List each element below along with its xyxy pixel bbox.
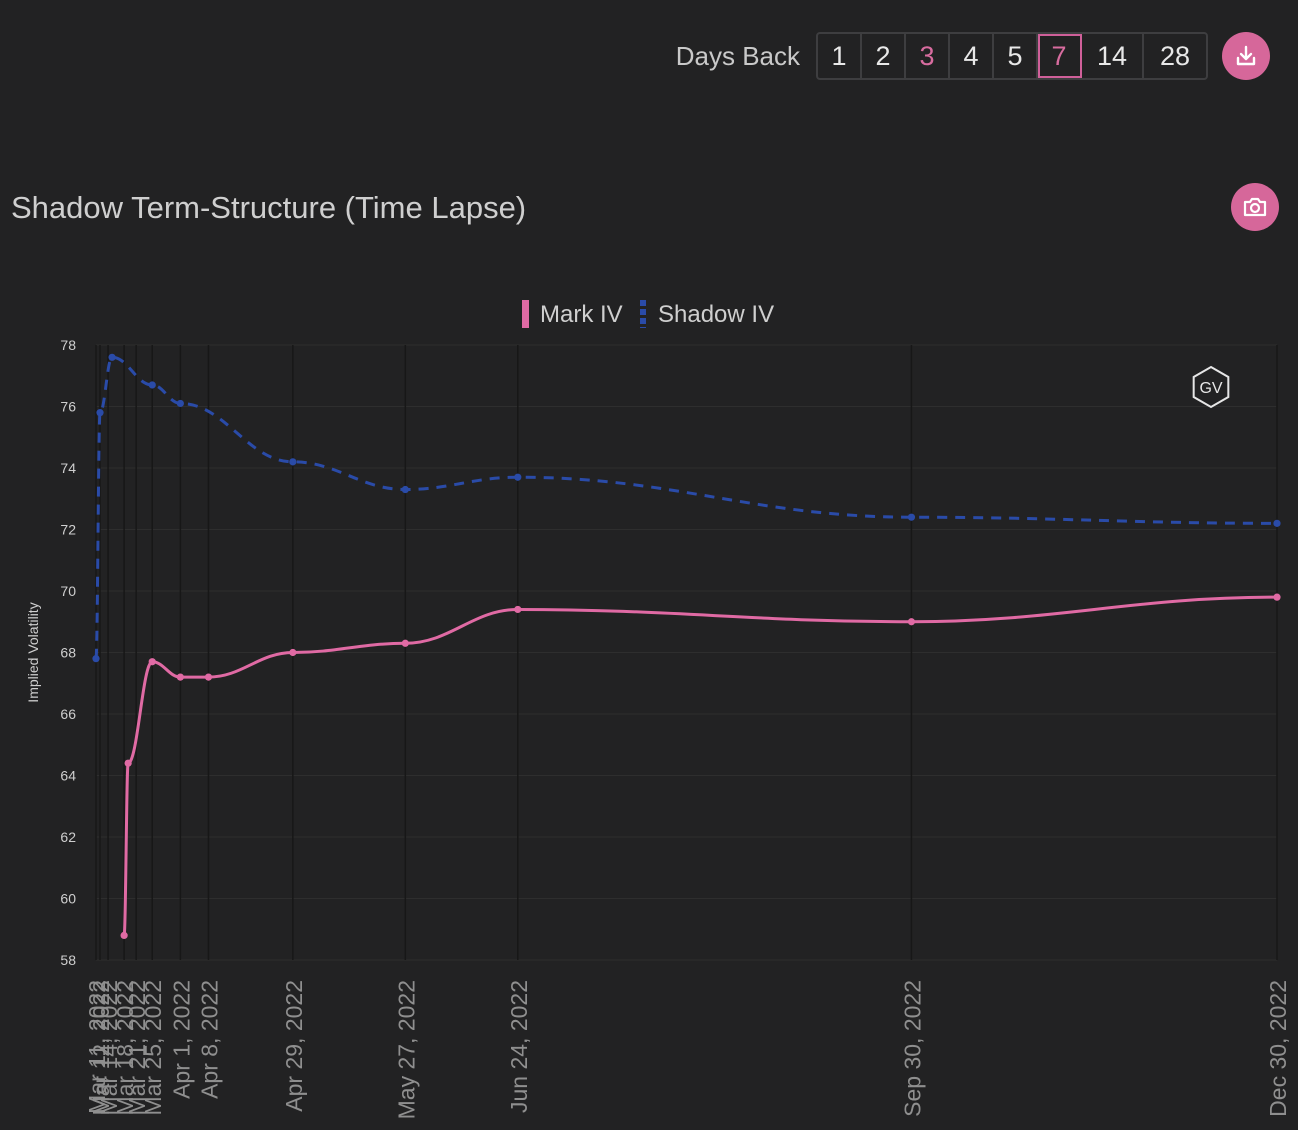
mark-iv-point bbox=[1273, 593, 1281, 601]
days-back-option-3[interactable]: 3 bbox=[906, 34, 950, 78]
x-tick-label: Dec 30, 2022 bbox=[1265, 980, 1291, 1117]
mark-iv-point bbox=[120, 931, 128, 940]
x-tick-label: Sep 30, 2022 bbox=[899, 980, 925, 1117]
mark-iv-point bbox=[148, 658, 156, 666]
shadow-iv-point bbox=[514, 473, 522, 481]
shadow-iv-point bbox=[907, 513, 916, 521]
x-tick-label: Mar 14, 2022 bbox=[96, 980, 122, 1116]
mark-iv-point bbox=[289, 648, 297, 657]
legend-swatch-mark-iv bbox=[522, 300, 529, 328]
days-back-option-7[interactable]: 7 bbox=[1038, 34, 1082, 78]
y-axis-label: Implied Volatility bbox=[25, 602, 41, 702]
mark-iv-point bbox=[204, 673, 213, 681]
gv-logo-text: GV bbox=[1199, 380, 1222, 397]
x-tick-label: May 27, 2022 bbox=[393, 980, 419, 1119]
chart-legend[interactable]: Mark IV Shadow IV bbox=[522, 300, 774, 328]
chart-series bbox=[92, 353, 1281, 940]
days-back-option-1[interactable]: 1 bbox=[818, 34, 862, 78]
mark-iv-point bbox=[907, 618, 916, 626]
x-tick-label: Mar 18, 2022 bbox=[112, 980, 138, 1116]
y-tick-label: 66 bbox=[60, 706, 76, 722]
legend-label: Shadow IV bbox=[658, 301, 774, 328]
y-tick-label: 60 bbox=[60, 891, 76, 907]
gv-watermark: GV bbox=[1192, 365, 1230, 409]
days-back-toolbar: Days Back 1 2 3 4 5 7 14 28 bbox=[676, 32, 1270, 80]
y-tick-label: 76 bbox=[60, 399, 76, 415]
days-back-option-14[interactable]: 14 bbox=[1082, 34, 1144, 78]
shadow-iv-point bbox=[96, 409, 104, 417]
mark-iv-point bbox=[514, 605, 522, 614]
shadow-iv-point bbox=[289, 458, 297, 466]
x-tick-label: Mar 25, 2022 bbox=[140, 980, 166, 1116]
shadow-iv-point bbox=[1273, 519, 1281, 527]
y-tick-label: 62 bbox=[60, 829, 76, 845]
chart-title: Shadow Term-Structure (Time Lapse) bbox=[11, 190, 527, 225]
days-back-label: Days Back bbox=[675, 40, 800, 71]
x-tick-label: Mar 21, 2022 bbox=[124, 980, 150, 1116]
x-tick-label: Apr 1, 2022 bbox=[168, 980, 194, 1099]
y-tick-label: 70 bbox=[60, 583, 76, 599]
chart-grid bbox=[95, 344, 1278, 961]
shadow-iv-point bbox=[148, 381, 156, 389]
y-tick-label: 68 bbox=[60, 645, 76, 661]
mark-iv-point bbox=[401, 639, 409, 647]
days-back-option-5[interactable]: 5 bbox=[994, 34, 1038, 78]
shadow-iv-point bbox=[92, 655, 100, 663]
x-tick-label: Mar 12, 2022 bbox=[88, 980, 114, 1116]
mark-iv-point bbox=[124, 759, 132, 767]
y-axis: 58 60 62 64 66 68 70 72 74 76 78 Implied Volatility bbox=[25, 337, 76, 968]
screenshot-button[interactable] bbox=[1231, 183, 1279, 231]
shadow-iv-point bbox=[108, 353, 116, 361]
x-tick-label: Apr 8, 2022 bbox=[196, 980, 222, 1099]
x-tick-label: Jun 24, 2022 bbox=[506, 980, 532, 1113]
y-tick-label: 72 bbox=[60, 522, 76, 538]
x-tick-label: Mar 11, 2022 bbox=[84, 980, 110, 1114]
days-back-option-28[interactable]: 28 bbox=[1159, 40, 1191, 71]
y-tick-label: 64 bbox=[60, 768, 76, 784]
y-tick-label: 58 bbox=[60, 952, 76, 968]
y-tick-label: 74 bbox=[60, 460, 76, 476]
days-back-option-4[interactable]: 4 bbox=[950, 34, 994, 78]
download-icon bbox=[1236, 45, 1256, 66]
shadow-iv-point bbox=[176, 399, 184, 408]
gv-hexagon bbox=[1192, 365, 1230, 409]
mark-iv-point bbox=[176, 673, 184, 681]
camera-icon bbox=[1243, 197, 1267, 217]
download-button[interactable] bbox=[1222, 32, 1270, 80]
mark-iv-line bbox=[122, 595, 1278, 937]
days-back-option-2[interactable]: 2 bbox=[862, 34, 906, 78]
legend-label: Mark IV bbox=[540, 301, 623, 328]
shadow-iv-point bbox=[401, 485, 409, 494]
days-back-selector: 1 2 3 4 5 7 14 28 bbox=[816, 32, 1208, 80]
y-tick-label: 78 bbox=[60, 337, 76, 353]
x-tick-label: Apr 29, 2022 bbox=[281, 980, 307, 1112]
